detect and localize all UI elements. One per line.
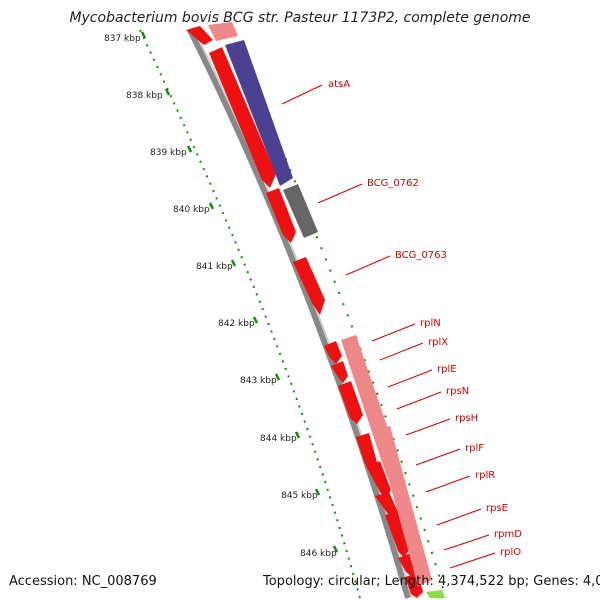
topology-label: Topology: circular; Length: 4,374,522 bp… — [263, 574, 600, 589]
gene-rplF-inner[interactable] — [375, 492, 398, 518]
tick-label: 837 kbp — [104, 34, 141, 44]
ruler-tick — [140, 31, 147, 39]
ruler-tick — [314, 488, 321, 496]
map-title: Mycobacterium bovis BCG str. Pasteur 117… — [69, 10, 531, 26]
gene-label-leader — [405, 418, 451, 436]
gene-rplX-inner[interactable] — [331, 361, 348, 383]
gene-label-leader — [436, 508, 482, 526]
tick-label: 839 kbp — [150, 148, 187, 158]
gene-rplN-inner[interactable] — [324, 341, 342, 364]
gene-block-3[interactable] — [293, 257, 325, 315]
ruler-tick — [208, 202, 215, 210]
genome-backbone — [187, 28, 411, 599]
gene-label-rplO[interactable]: rplO — [500, 547, 521, 558]
gene-label-leader — [379, 342, 424, 361]
gene-label-rpmD[interactable]: rpmD — [494, 529, 522, 540]
tick-label: 842 kbp — [218, 319, 255, 329]
ruler-tick — [332, 545, 339, 553]
ruler-tick — [252, 316, 259, 324]
genome-backbone-shadow — [193, 29, 413, 599]
gene-label-leader — [415, 448, 461, 466]
ruler-tick — [230, 259, 237, 267]
gene-label-rplF[interactable]: rplF — [465, 443, 484, 454]
tick-label: 838 kbp — [126, 91, 163, 101]
gene-label-leader — [443, 534, 490, 551]
gene-label-rplR[interactable]: rplR — [475, 470, 495, 481]
gene-label-BCG_0763[interactable]: BCG_0763 — [395, 250, 447, 261]
gene-label-rpsN[interactable]: rpsN — [446, 386, 469, 397]
gene-ribosomal-cluster-outer-2[interactable] — [375, 426, 432, 586]
gene-rplO[interactable] — [426, 590, 445, 598]
gene-label-rpsH[interactable]: rpsH — [455, 413, 478, 424]
gene-label-leader — [425, 475, 471, 493]
gene-label-atsA[interactable]: atsA — [328, 79, 350, 90]
tick-label: 844 kbp — [260, 434, 297, 444]
gene-label-leader — [281, 84, 323, 105]
tick-label: 845 kbp — [281, 491, 318, 501]
gene-BCG_0762[interactable] — [283, 184, 318, 238]
gene-rpsN-inner[interactable] — [356, 433, 377, 470]
gene-label-leader — [371, 323, 416, 342]
ruler-ticks — [140, 31, 339, 553]
gene-block-2[interactable] — [266, 188, 296, 243]
gene-label-leader — [387, 369, 433, 388]
gene-block-top-left[interactable] — [186, 26, 213, 45]
gene-label-rplN[interactable]: rplN — [420, 318, 441, 329]
tick-label: 843 kbp — [240, 376, 277, 386]
tick-labels: 837 kbp 838 kbp 839 kbp 840 kbp 841 kbp 842 k… — [104, 34, 337, 559]
gene-label-lines — [281, 84, 496, 569]
accession-label: Accession: NC_008769 — [9, 574, 157, 589]
ruler-tick — [186, 145, 193, 153]
ruler-tick — [274, 373, 281, 381]
gene-label-leader — [345, 255, 391, 276]
ruler-tick — [294, 431, 301, 439]
gene-label-leader — [449, 552, 496, 569]
gene-label-leader — [396, 391, 442, 410]
gene-label-leader — [317, 183, 363, 204]
gene-block-top-pink[interactable] — [208, 22, 238, 41]
tick-label: 841 kbp — [196, 262, 233, 272]
tick-label: 846 kbp — [300, 549, 337, 559]
gene-label-BCG_0762[interactable]: BCG_0762 — [367, 178, 419, 189]
gene-label-texts: atsA BCG_0762 BCG_0763 rplN rplX rplE rpsN rpsH… — [328, 79, 522, 558]
gene-atsA-inner[interactable] — [209, 47, 276, 188]
tick-label: 840 kbp — [173, 205, 210, 215]
gene-rpsH-inner[interactable] — [366, 461, 391, 498]
gene-label-rpsE[interactable]: rpsE — [486, 503, 508, 514]
gene-rplR-inner[interactable] — [385, 511, 409, 558]
gene-label-rplE[interactable]: rplE — [437, 364, 457, 375]
ruler-tick — [164, 88, 171, 96]
gene-label-rplX[interactable]: rplX — [428, 337, 448, 348]
gene-atsA[interactable] — [225, 40, 293, 186]
gene-rplE-inner[interactable] — [338, 381, 363, 424]
